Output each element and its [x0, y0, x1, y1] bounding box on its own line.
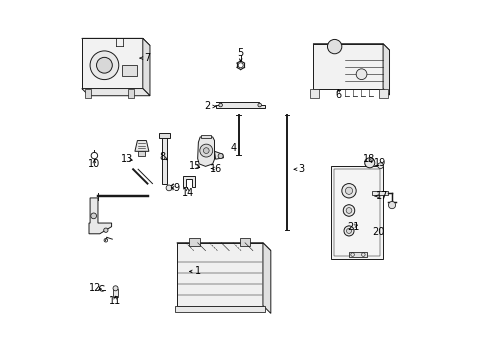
- Bar: [113, 289, 118, 297]
- Polygon shape: [349, 252, 367, 257]
- Circle shape: [218, 153, 223, 158]
- Circle shape: [104, 228, 108, 232]
- Polygon shape: [197, 137, 215, 166]
- Polygon shape: [240, 238, 250, 246]
- Polygon shape: [215, 151, 223, 159]
- Polygon shape: [313, 44, 383, 89]
- Bar: [379, 89, 389, 98]
- Polygon shape: [159, 134, 170, 138]
- Text: 3: 3: [298, 164, 305, 174]
- Text: 9: 9: [174, 183, 180, 193]
- Text: 21: 21: [347, 222, 360, 231]
- Circle shape: [342, 184, 356, 198]
- Text: 19: 19: [374, 158, 387, 168]
- Polygon shape: [135, 140, 149, 151]
- Polygon shape: [82, 39, 143, 89]
- Circle shape: [327, 40, 342, 54]
- Circle shape: [200, 144, 213, 157]
- Polygon shape: [162, 137, 167, 184]
- Polygon shape: [143, 39, 150, 96]
- Circle shape: [203, 148, 209, 153]
- Text: 20: 20: [372, 227, 385, 237]
- Polygon shape: [372, 192, 388, 195]
- Circle shape: [343, 205, 355, 216]
- Polygon shape: [89, 198, 112, 234]
- Circle shape: [378, 163, 383, 168]
- Bar: [122, 65, 137, 76]
- Text: 8: 8: [159, 152, 166, 162]
- Polygon shape: [177, 243, 263, 306]
- Text: 17: 17: [376, 191, 388, 201]
- Circle shape: [91, 213, 97, 219]
- Circle shape: [90, 51, 119, 80]
- Polygon shape: [177, 243, 271, 251]
- Polygon shape: [201, 135, 211, 138]
- Circle shape: [356, 69, 367, 80]
- Polygon shape: [216, 102, 265, 108]
- Circle shape: [258, 103, 262, 107]
- Polygon shape: [313, 44, 390, 50]
- Text: 18: 18: [363, 154, 375, 164]
- Circle shape: [346, 208, 352, 213]
- Text: 2: 2: [204, 102, 211, 112]
- Text: 12: 12: [89, 283, 101, 293]
- Polygon shape: [82, 39, 150, 45]
- Text: 13: 13: [121, 154, 133, 164]
- Bar: [128, 89, 134, 98]
- Polygon shape: [383, 44, 390, 95]
- Text: 10: 10: [88, 159, 100, 169]
- Circle shape: [344, 226, 354, 236]
- Circle shape: [365, 158, 375, 168]
- Bar: [310, 89, 319, 98]
- Polygon shape: [190, 238, 200, 246]
- Circle shape: [166, 185, 172, 191]
- Circle shape: [97, 57, 112, 73]
- Bar: [85, 89, 91, 98]
- Circle shape: [345, 187, 353, 194]
- Polygon shape: [175, 306, 265, 312]
- Circle shape: [389, 202, 395, 209]
- Polygon shape: [263, 243, 271, 314]
- Circle shape: [113, 286, 118, 291]
- Polygon shape: [183, 176, 195, 187]
- Text: 7: 7: [145, 53, 150, 63]
- Circle shape: [346, 228, 351, 233]
- Text: 15: 15: [189, 161, 202, 171]
- Bar: [139, 150, 145, 156]
- Text: 16: 16: [209, 163, 221, 174]
- Text: 6: 6: [335, 90, 342, 100]
- Circle shape: [219, 103, 222, 107]
- Text: 4: 4: [230, 143, 237, 153]
- Bar: [331, 166, 383, 259]
- Polygon shape: [82, 39, 89, 89]
- Text: 5: 5: [238, 48, 244, 58]
- Text: 14: 14: [181, 188, 194, 198]
- Text: 1: 1: [196, 266, 201, 276]
- Polygon shape: [82, 89, 150, 96]
- Text: 11: 11: [109, 296, 122, 306]
- Bar: [334, 168, 380, 256]
